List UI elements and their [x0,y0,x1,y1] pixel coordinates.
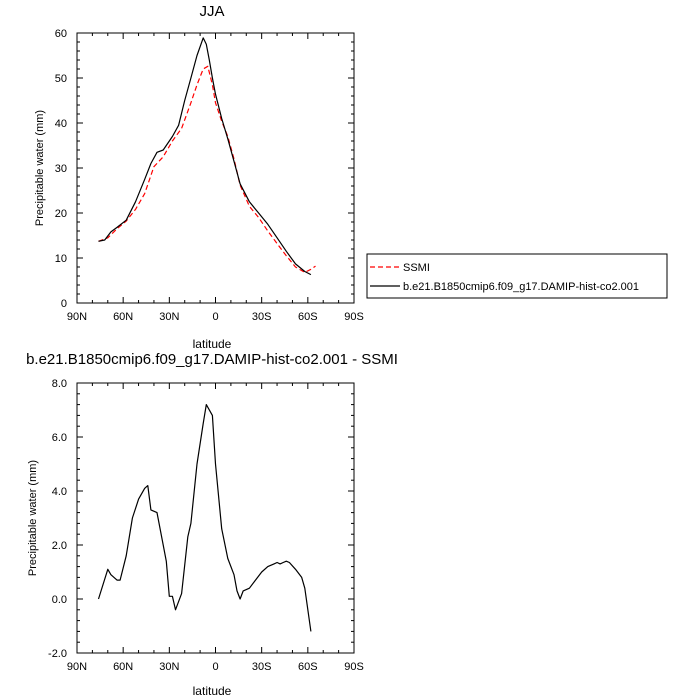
bottom-y-tick-label: 2.0 [52,540,67,552]
legend-label-ssmi: SSMI [403,262,430,274]
bottom-x-tick-label: 0 [212,661,218,673]
top-x-tick-label: 60S [298,311,318,323]
bottom-y-tick-label: -2.0 [48,648,67,660]
top-y-tick-label: 30 [55,163,67,175]
top-x-tick-label: 30N [159,311,179,323]
top-chart-title: JJA [199,3,224,20]
top-x-tick-label: 60N [113,311,133,323]
bottom-plot-frame [76,382,355,654]
bottom-y-tick-label: 4.0 [52,486,67,498]
top-x-tick-label: 90N [67,311,87,323]
bottom-x-tick-label: 30N [159,661,179,673]
top-y-tick-label: 40 [55,118,67,130]
bottom-y-tick-label: 0.0 [52,594,67,606]
top-x-tick-label: 90S [344,311,364,323]
bottom-chart-xlabel: latitude [193,684,232,698]
top-series-line-1 [98,65,316,273]
legend: SSMI b.e21.B1850cmip6.f09_g17.DAMIP-hist… [366,253,668,299]
bottom-x-tick-label: 60N [113,661,133,673]
legend-label-model: b.e21.B1850cmip6.f09_g17.DAMIP-hist-co2.… [403,281,639,293]
top-x-tick-label: 0 [212,311,218,323]
bottom-y-tick-label: 6.0 [52,432,67,444]
top-plot-frame [76,32,355,304]
bottom-x-tick-label: 90N [67,661,87,673]
bottom-x-tick-label: 60S [298,661,318,673]
top-y-tick-label: 50 [55,73,67,85]
bottom-y-tick-label: 8.0 [52,378,67,390]
top-chart-xlabel: latitude [193,337,232,351]
bottom-x-tick-label: 30S [252,661,272,673]
top-chart-ylabel: Precipitable water (mm) [34,110,46,226]
bottom-series-line-1 [97,404,312,632]
bottom-chart-title: b.e21.B1850cmip6.f09_g17.DAMIP-hist-co2.… [26,351,398,368]
bottom-x-tick-label: 90S [344,661,364,673]
top-y-tick-label: 10 [55,253,67,265]
top-series-line-2 [98,37,312,276]
plots-layer: 90N 60N 30N 0 30S 60S 90S 0 10 20 30 40 50 60 90N 60N 30… [48,28,364,673]
top-y-tick-label: 60 [55,28,67,40]
top-y-tick-label: 0 [61,298,67,310]
bottom-chart-ylabel: Precipitable water (mm) [27,460,39,576]
top-y-tick-label: 20 [55,208,67,220]
legend-box [366,253,668,299]
top-x-tick-label: 30S [252,311,272,323]
